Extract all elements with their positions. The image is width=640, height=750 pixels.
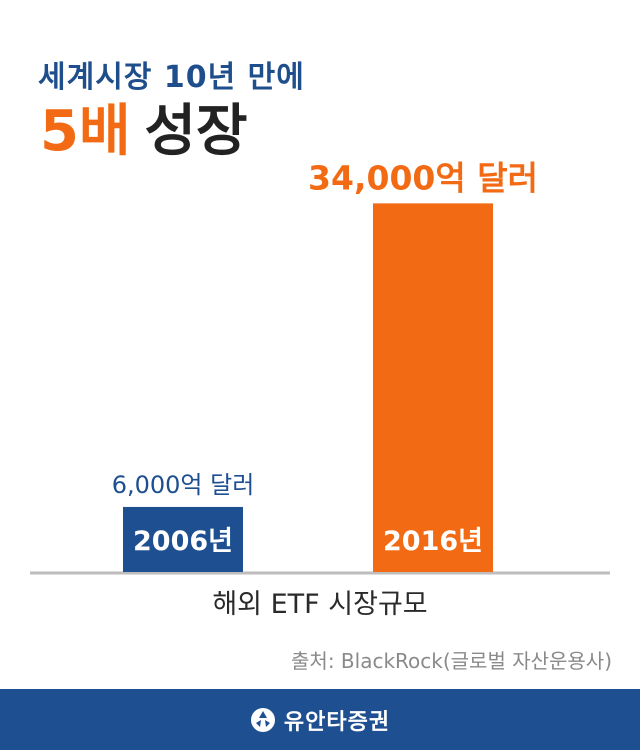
- yuanta-logo-icon: [250, 707, 275, 732]
- bar-chart: 2006년 6,000억 달러 2016년 34,000억 달러: [30, 158, 610, 575]
- bar-0: [123, 506, 243, 572]
- headline-subtitle: 세계시장 10년 만에: [38, 60, 305, 95]
- source-note: 출처: BlackRock(글로벌 자산운용사): [291, 649, 612, 673]
- bar-1: [373, 203, 493, 573]
- value-label-0: 6,000억 달러: [112, 471, 255, 499]
- value-label-1: 34,000억 달러: [308, 158, 538, 197]
- headline-rest: 성장: [144, 99, 248, 164]
- headline-title: 5배 성장: [40, 99, 248, 164]
- footer-bar: 유안타증권: [0, 689, 640, 750]
- x-axis-title: 해외 ETF 시장규모: [212, 589, 428, 620]
- headline-accent: 5배: [40, 99, 131, 164]
- category-label-1: 2016년: [383, 526, 483, 557]
- category-label-0: 2006년: [133, 526, 233, 557]
- footer-brand: 유안타증권: [283, 709, 391, 735]
